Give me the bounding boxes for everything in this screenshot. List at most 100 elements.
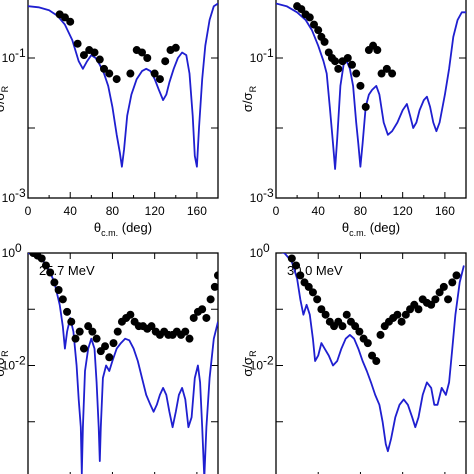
data-point	[71, 334, 80, 343]
data-point	[189, 313, 198, 322]
data-point	[321, 310, 330, 319]
data-point	[373, 46, 382, 55]
x-tick-label: 40	[312, 204, 326, 218]
x-axis-title: θc.m. (deg)	[342, 220, 400, 238]
data-point	[79, 51, 88, 60]
data-point	[185, 334, 194, 343]
data-point	[372, 357, 381, 366]
data-point	[393, 310, 402, 319]
data-point	[363, 339, 372, 348]
y-tick-exponent: 0	[15, 241, 22, 255]
data-point	[37, 254, 46, 263]
data-point	[314, 26, 323, 35]
data-point	[100, 64, 108, 73]
y-tick-exponent: 0	[263, 241, 270, 255]
data-point	[171, 43, 180, 52]
x-tick-label: 80	[106, 204, 120, 218]
data-point	[50, 278, 59, 287]
data-point	[67, 317, 76, 326]
data-point	[126, 69, 135, 78]
data-point	[397, 317, 406, 326]
data-point	[63, 307, 72, 316]
data-point	[427, 300, 436, 309]
y-axis-title: σ/σR	[0, 350, 10, 377]
model-curve	[28, 253, 218, 474]
data-point	[444, 295, 453, 304]
data-point	[348, 60, 356, 69]
data-point	[105, 69, 114, 78]
y-tick-label: 10	[250, 359, 264, 373]
data-point	[113, 327, 122, 336]
data-point	[401, 310, 410, 319]
y-tick-label: 10	[2, 246, 16, 260]
data-point	[84, 322, 93, 331]
y-tick-exponent: -3	[15, 186, 26, 200]
data-point	[304, 282, 313, 291]
data-point	[155, 75, 164, 84]
y-tick-exponent: -2	[15, 354, 26, 368]
data-point	[317, 305, 326, 314]
y-tick-label: 10	[250, 191, 264, 205]
data-point	[46, 268, 55, 277]
data-point	[338, 322, 347, 331]
data-point	[73, 39, 82, 48]
plot-frame	[27, 252, 219, 474]
data-point	[126, 310, 135, 319]
data-point	[112, 75, 121, 84]
data-point	[147, 322, 156, 331]
data-point	[361, 102, 370, 111]
x-tick-label: 120	[145, 204, 165, 218]
data-point	[435, 288, 444, 297]
data-point	[308, 288, 317, 297]
data-point	[439, 282, 448, 291]
data-point	[138, 48, 146, 57]
data-point	[296, 271, 305, 280]
data-point	[210, 282, 218, 291]
plot-frame	[275, 0, 467, 199]
data-point	[343, 54, 352, 62]
data-point	[448, 278, 457, 287]
data-point	[92, 334, 101, 343]
data-point	[287, 254, 296, 263]
x-tick-label: 160	[435, 204, 455, 218]
data-point	[181, 327, 190, 336]
data-point	[310, 20, 318, 29]
model-curve	[28, 2, 218, 168]
data-point	[95, 55, 104, 64]
y-tick-label: 10	[2, 51, 16, 65]
model-curve	[280, 253, 465, 453]
x-tick-label: 40	[64, 204, 78, 218]
y-axis-title: σ/σR	[0, 85, 10, 112]
data-point	[431, 295, 440, 304]
data-point	[377, 69, 386, 78]
data-point	[376, 330, 385, 339]
model-curve	[276, 2, 466, 170]
x-tick-label: 80	[354, 204, 368, 218]
y-tick-label: 10	[250, 51, 264, 65]
x-tick-label: 160	[187, 204, 207, 218]
x-tick-label: 120	[393, 204, 413, 218]
y-axis-title: σ/σR	[240, 85, 258, 112]
data-point	[214, 271, 218, 280]
data-point	[161, 57, 170, 66]
data-point	[313, 295, 322, 304]
data-point	[320, 37, 329, 46]
data-point	[382, 64, 391, 73]
data-point	[351, 322, 360, 331]
data-point	[356, 81, 365, 90]
y-tick-exponent: -1	[263, 46, 274, 60]
data-point	[355, 327, 364, 336]
y-tick-label: 10	[250, 246, 264, 260]
y-tick-label: 10	[2, 191, 16, 205]
data-point	[79, 344, 88, 353]
data-point	[342, 310, 351, 319]
data-point	[368, 351, 377, 360]
data-point	[334, 64, 343, 73]
y-tick-exponent: -3	[263, 186, 274, 200]
data-point	[414, 305, 423, 314]
